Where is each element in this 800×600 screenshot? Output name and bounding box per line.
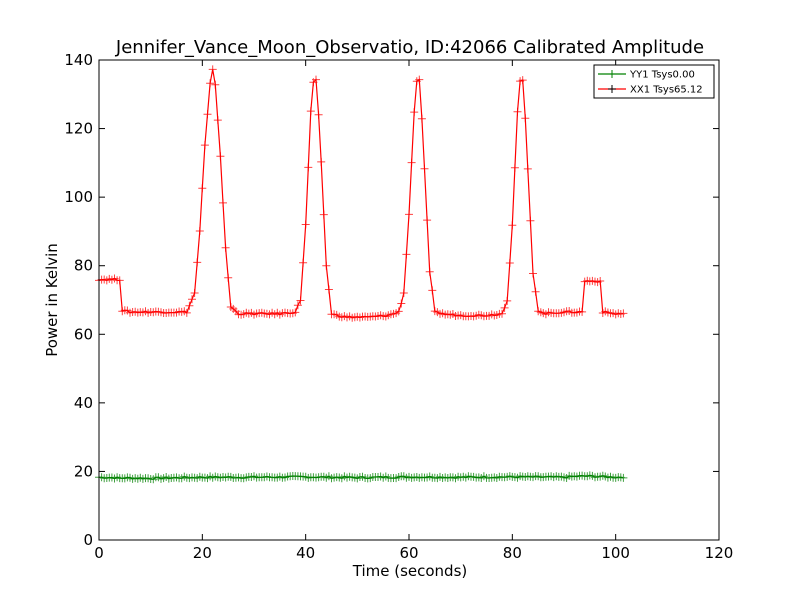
chart-title: Jennifer_Vance_Moon_Observatio, ID:42066…	[115, 37, 704, 58]
legend-label-xx1: XX1 Tsys65.12	[630, 85, 703, 96]
y-tick-label: 60	[74, 325, 93, 343]
x-tick-label: 120	[705, 544, 734, 562]
y-axis: 0 20 40 60 80 100 120 140	[64, 51, 719, 549]
x-tick-label: 60	[399, 544, 418, 562]
x-tick-label: 40	[296, 544, 315, 562]
legend-box	[593, 64, 715, 99]
y-tick-label: 40	[74, 394, 93, 412]
legend: YY1 Tsys0.00 XX1 Tsys65.12	[593, 64, 715, 99]
plot-area: 0 20 40 60 80 100 120 0 20 40 60 80 100 120 140	[64, 51, 733, 562]
x-tick-label: 80	[503, 544, 522, 562]
plot-background	[99, 60, 719, 540]
y-tick-label: 80	[74, 257, 93, 275]
y-tick-label: 0	[83, 531, 93, 549]
y-tick-label: 20	[74, 462, 93, 480]
x-tick-label: 0	[94, 544, 104, 562]
x-axis-label: Time (seconds)	[352, 562, 468, 580]
x-tick-label: 20	[193, 544, 212, 562]
x-axis: 0 20 40 60 80 100 120	[94, 60, 733, 562]
y-axis-label: Power in Kelvin	[43, 243, 61, 357]
legend-marker-yy1	[608, 70, 616, 78]
x-tick-label: 100	[601, 544, 630, 562]
y-tick-label: 140	[64, 51, 93, 69]
legend-label-yy1: YY1 Tsys0.00	[629, 70, 695, 81]
legend-marker-xx1	[608, 85, 616, 93]
y-tick-label: 120	[64, 120, 93, 138]
y-tick-label: 100	[64, 188, 93, 206]
